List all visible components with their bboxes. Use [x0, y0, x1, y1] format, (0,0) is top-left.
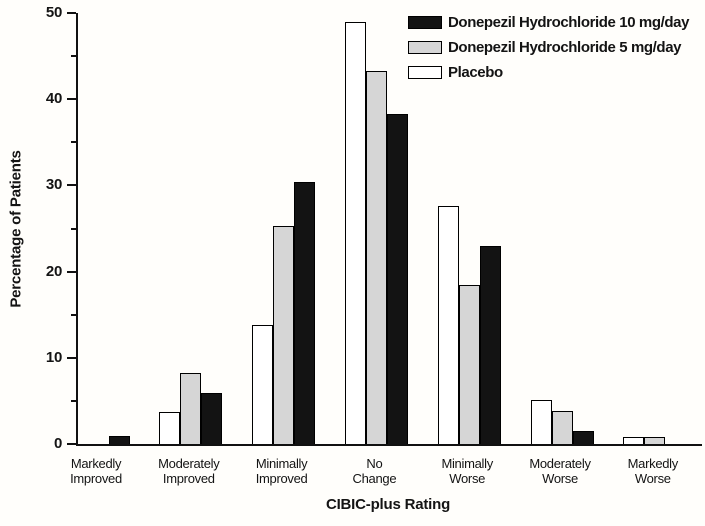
legend-label-placebo: Placebo [448, 64, 503, 81]
bar-donepezil-10mg-3 [294, 181, 316, 444]
legend-swatch-placebo [408, 66, 442, 79]
y-minor-tick-15 [71, 313, 76, 316]
y-tick-label-10: 10 [45, 348, 62, 366]
y-minor-tick-35 [71, 141, 76, 144]
y-major-tick-40 [67, 98, 76, 101]
x-category-label-4: No Change [352, 456, 397, 486]
legend-swatch-donepezil-5mg [408, 41, 442, 54]
bar-donepezil-10mg-5 [479, 245, 501, 444]
x-category-label-7: Markedly Worse [627, 456, 679, 486]
y-major-tick-20 [67, 270, 76, 273]
x-category-label-1: Markedly Improved [70, 456, 122, 486]
plot-area: 0 10 20 30 40 50 [46, 4, 702, 452]
legend-label-donepezil-5mg: Donepezil Hydrochloride 5 mg/day [448, 39, 682, 56]
x-category-label-6: Moderately Worse [529, 456, 591, 486]
bar-donepezil-5mg-6 [551, 411, 573, 444]
legend-item-donepezil-10mg: Donepezil Hydrochloride 10 mg/day [408, 10, 689, 35]
x-axis-title: CIBIC-plus Rating [325, 496, 451, 513]
bar-placebo-3 [252, 325, 274, 444]
y-major-tick-30 [67, 184, 76, 187]
y-axis-title: Percentage of Patients [7, 150, 25, 308]
bar-placebo-2 [159, 412, 181, 444]
bar-donepezil-10mg-1 [108, 436, 130, 444]
bar-group-2 [159, 13, 223, 444]
bar-group-4 [344, 13, 408, 444]
bar-group-6 [530, 13, 594, 444]
legend-item-placebo: Placebo [408, 60, 689, 85]
y-minor-tick-5 [71, 399, 76, 402]
legend: Donepezil Hydrochloride 10 mg/day Donepez… [408, 10, 689, 85]
y-major-tick-10 [67, 356, 76, 359]
y-tick-label-0: 0 [53, 435, 62, 452]
bar-donepezil-5mg-3 [273, 225, 295, 444]
bar-placebo-5 [437, 206, 459, 444]
x-category-label-5: Minimally Worse [441, 456, 493, 486]
y-minor-tick-25 [71, 227, 76, 230]
bar-donepezil-5mg-4 [365, 70, 387, 444]
bar-placebo-7 [623, 437, 645, 444]
y-minor-tick-45 [71, 55, 76, 58]
bar-donepezil-10mg-6 [572, 431, 594, 444]
x-category-label-3: Minimally Improved [255, 456, 308, 486]
legend-label-donepezil-10mg: Donepezil Hydrochloride 10 mg/day [448, 14, 690, 31]
bar-donepezil-5mg-2 [180, 373, 202, 444]
bar-donepezil-10mg-4 [386, 113, 408, 444]
bar-donepezil-5mg-7 [644, 437, 666, 444]
legend-swatch-donepezil-10mg [408, 16, 442, 29]
x-category-label-2: Moderately Improved [158, 456, 220, 486]
bar-group-1 [67, 13, 130, 444]
bar-group-7 [623, 13, 686, 444]
y-tick-label-50: 50 [45, 4, 62, 21]
y-tick-label-40: 40 [45, 90, 62, 108]
y-tick-label-20: 20 [45, 262, 62, 280]
legend-item-donepezil-5mg: Donepezil Hydrochloride 5 mg/day [408, 35, 689, 60]
y-tick-label-30: 30 [45, 176, 62, 194]
bar-group-5 [437, 13, 501, 444]
bar-donepezil-10mg-2 [201, 393, 223, 444]
bar-placebo-4 [344, 21, 366, 444]
bar-donepezil-5mg-5 [458, 284, 480, 444]
bar-group-3 [252, 13, 316, 444]
y-major-tick-0 [67, 443, 76, 445]
y-major-tick-50 [67, 12, 76, 14]
bar-placebo-6 [530, 400, 552, 444]
